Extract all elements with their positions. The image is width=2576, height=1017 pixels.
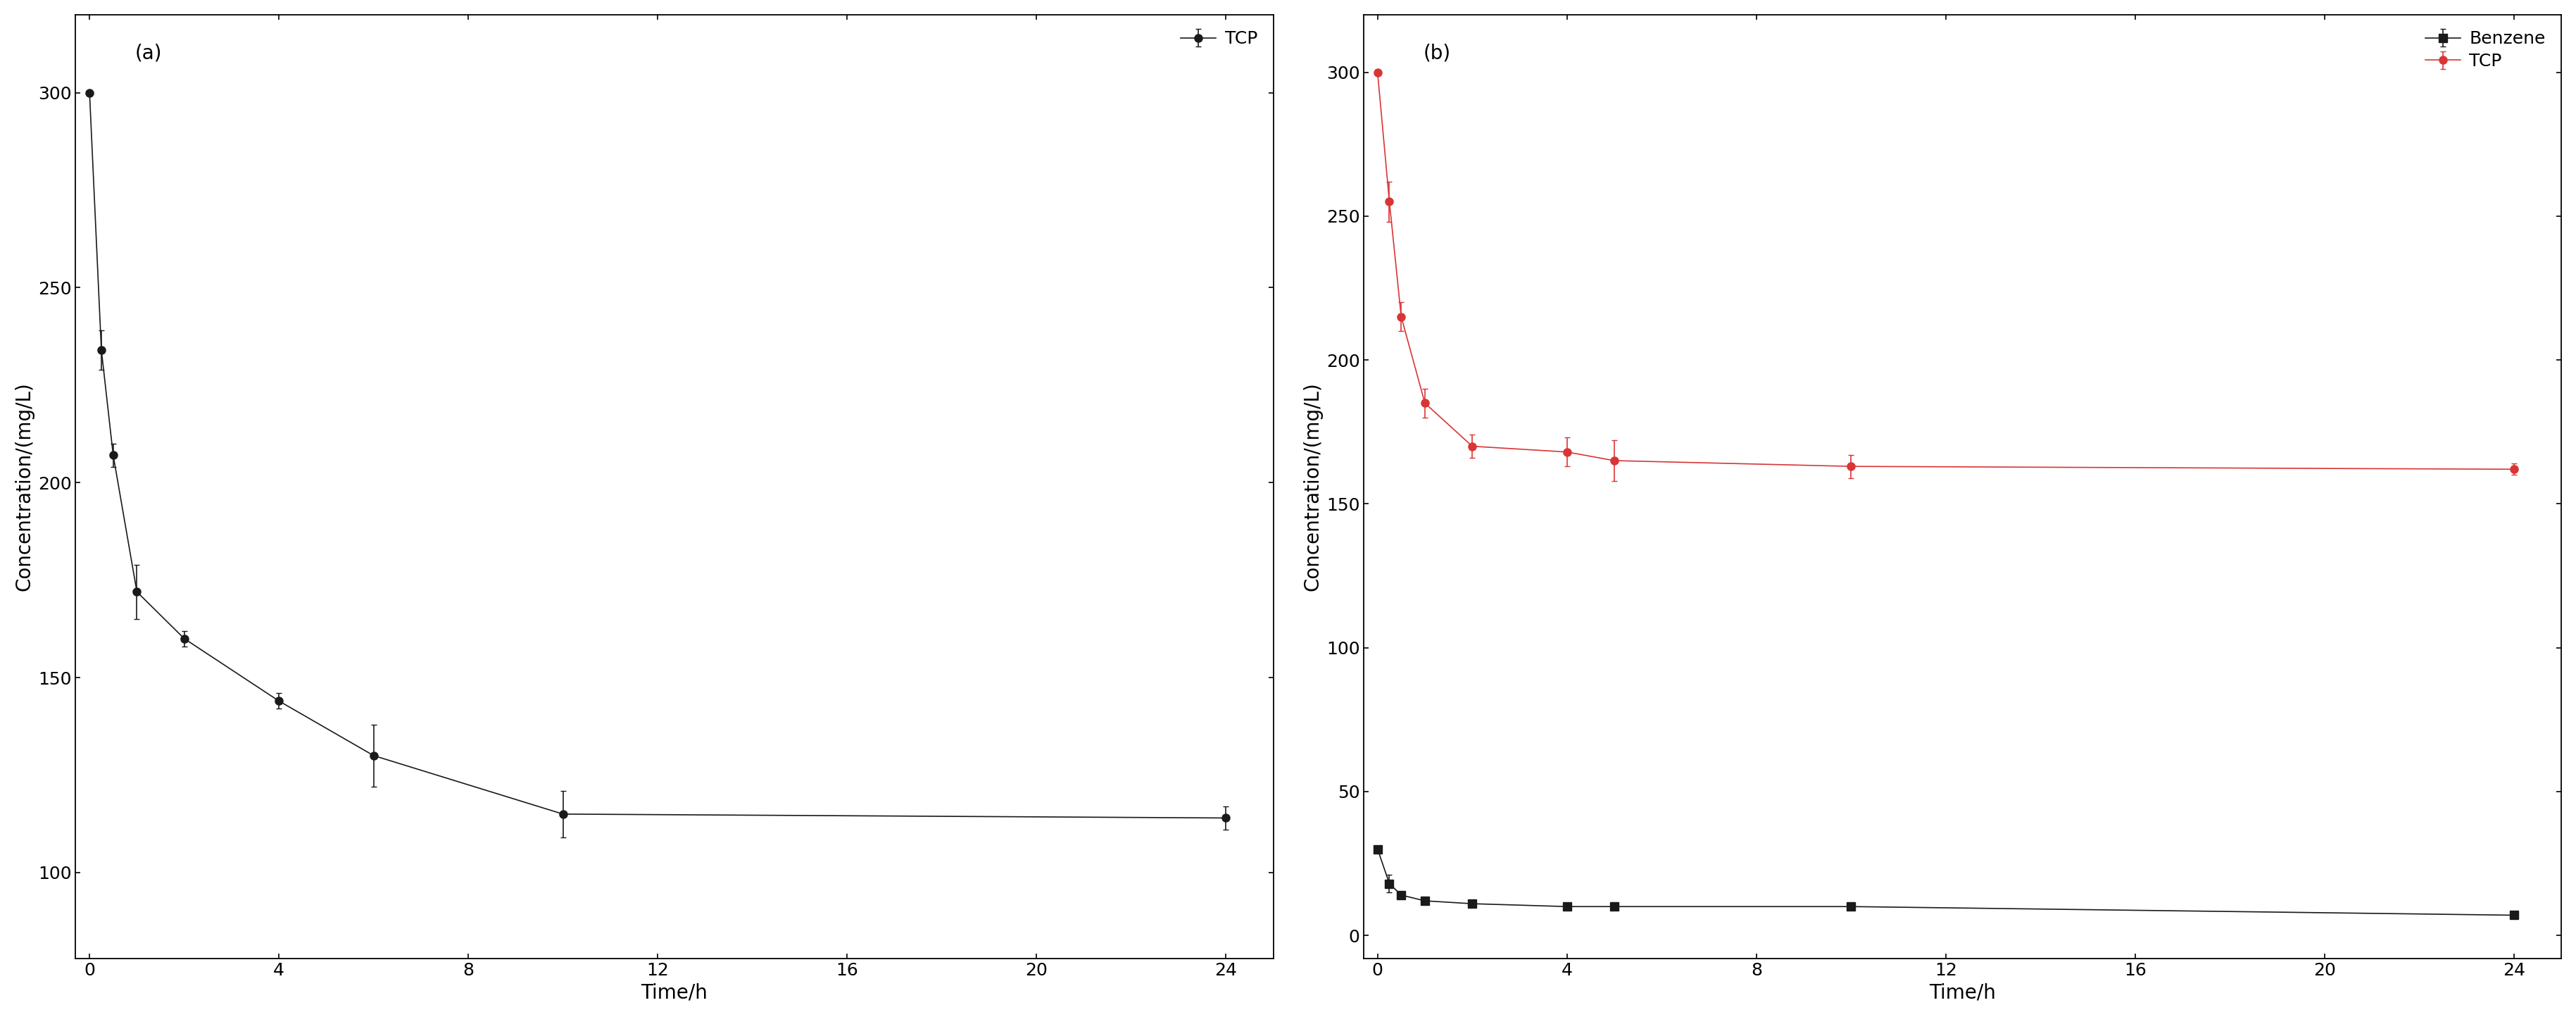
X-axis label: Time/h: Time/h (641, 982, 708, 1003)
Y-axis label: Concentration/(mg/L): Concentration/(mg/L) (15, 382, 33, 591)
Text: (b): (b) (1422, 43, 1450, 63)
Y-axis label: Concentration/(mg/L): Concentration/(mg/L) (1303, 382, 1321, 591)
Legend: TCP: TCP (1175, 23, 1265, 55)
Legend: Benzene, TCP: Benzene, TCP (2419, 23, 2553, 76)
Text: (a): (a) (134, 43, 162, 63)
X-axis label: Time/h: Time/h (1929, 982, 1996, 1003)
